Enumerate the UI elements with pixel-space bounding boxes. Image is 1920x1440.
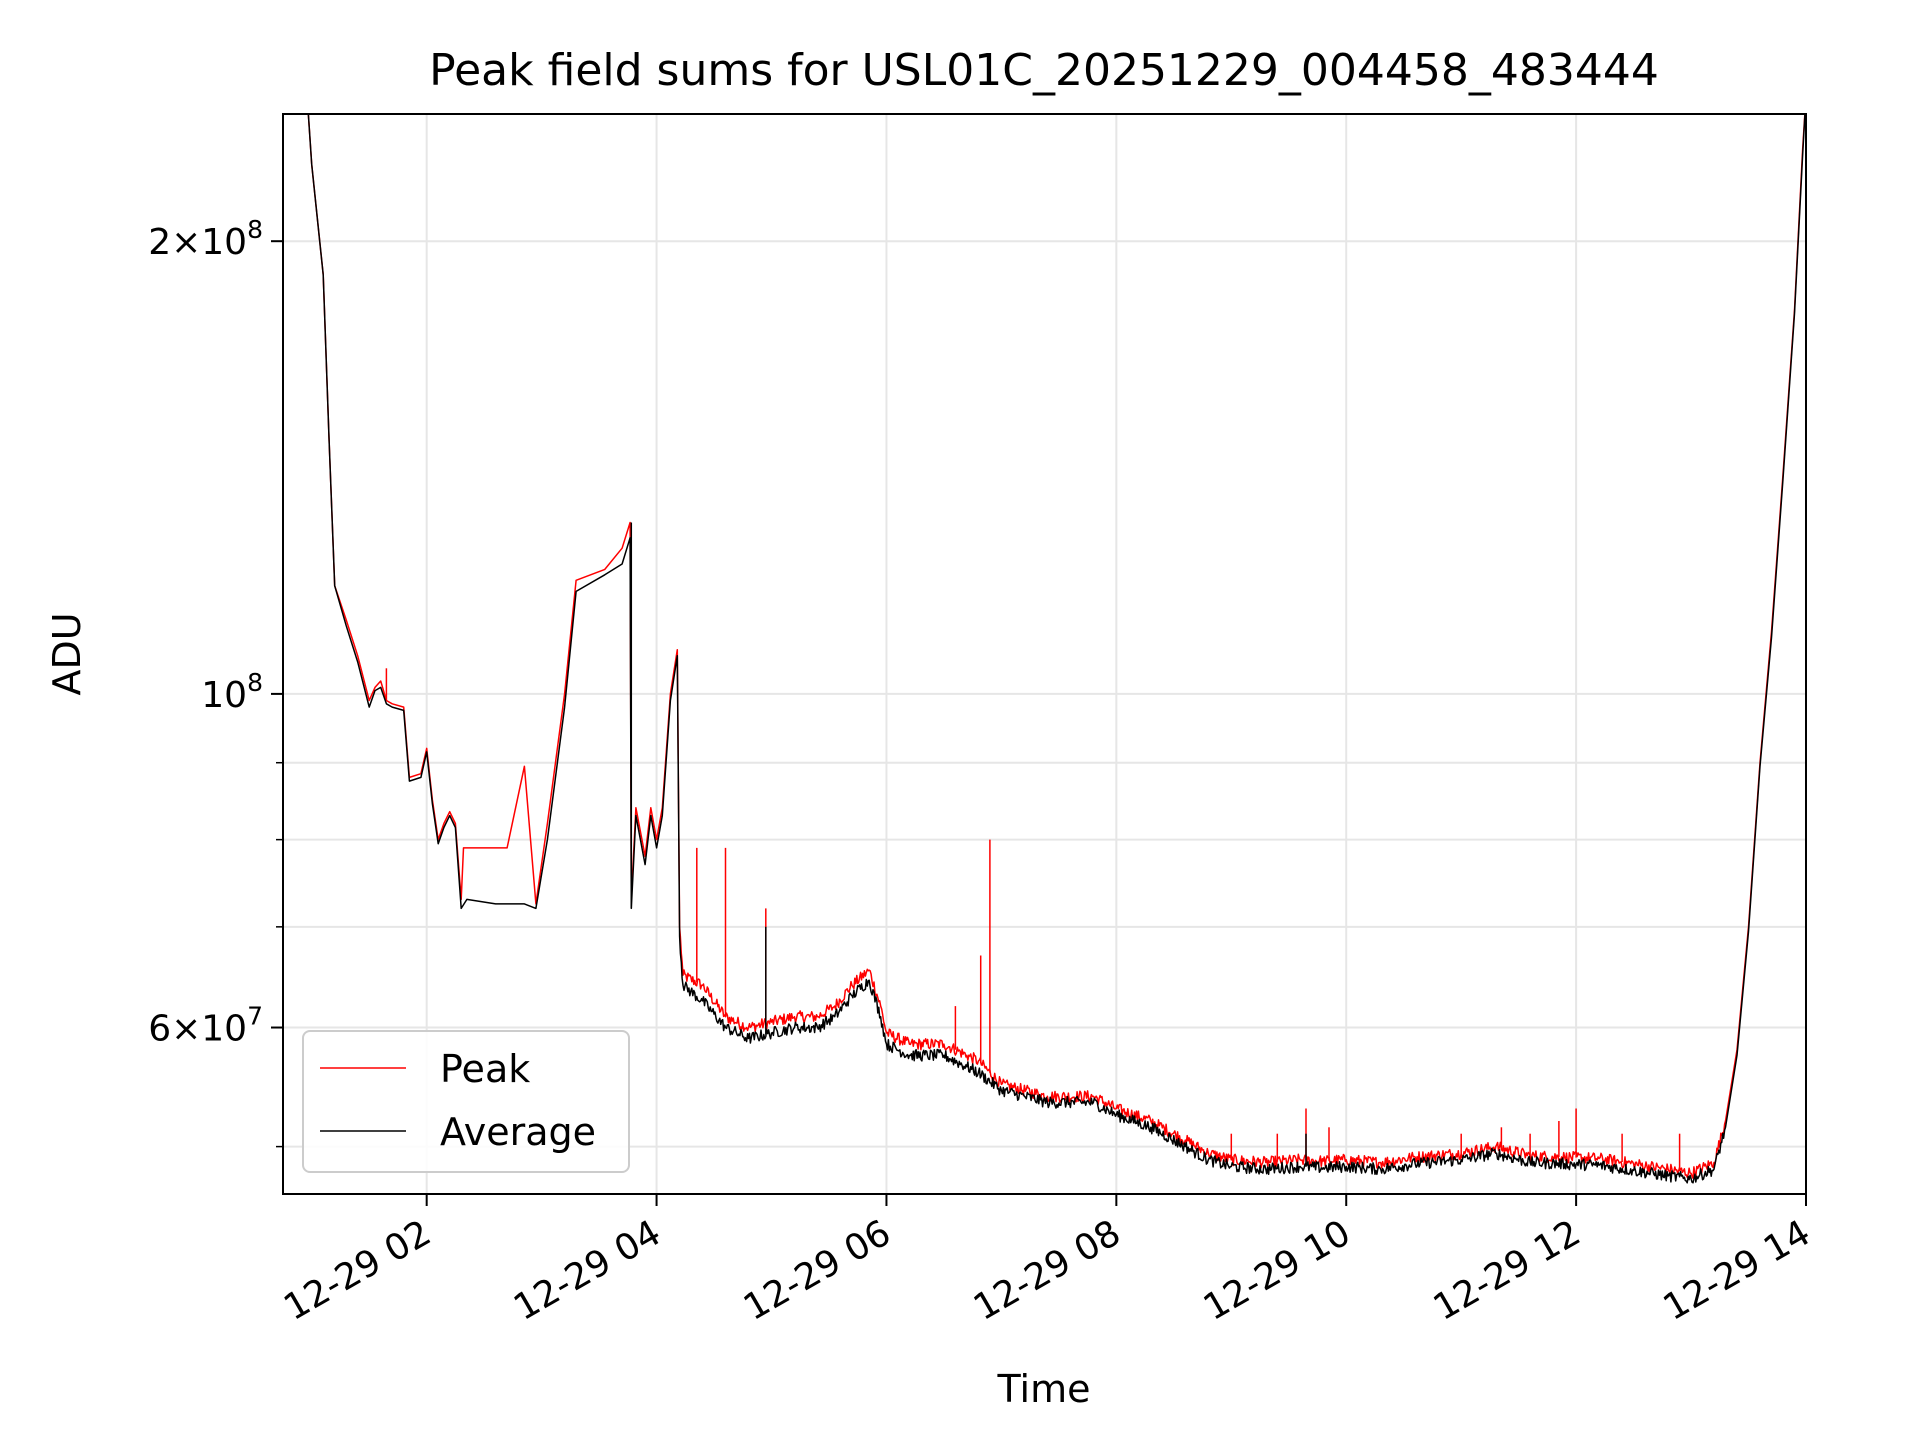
legend-box	[302, 1030, 630, 1173]
chart-title: Peak field sums for USL01C_20251229_0044…	[429, 45, 1659, 96]
y-tick-exponent: 8	[247, 215, 263, 244]
plot-area	[307, 114, 1806, 1184]
y-axis-label: ADU	[45, 612, 89, 695]
x-axis-label: Time	[997, 1367, 1091, 1411]
y-tick-base: 10	[201, 675, 247, 716]
y-tick-exponent: 8	[247, 668, 263, 697]
axes-frame	[282, 113, 1807, 1195]
y-tick-label: 108	[201, 668, 263, 716]
y-tick-exponent: 7	[247, 1002, 263, 1031]
legend-label-peak: Peak	[440, 1047, 530, 1091]
y-tick-times: ×10	[171, 1009, 247, 1050]
y-tick-label: 6×107	[148, 1002, 263, 1050]
y-tick-label: 2×108	[148, 215, 263, 263]
series-line-peak	[307, 114, 1806, 1179]
y-tick-mantissa: 6	[148, 1009, 171, 1050]
legend: Peak Average	[302, 1030, 630, 1173]
y-tick-mantissa: 2	[148, 222, 171, 263]
y-tick-times: ×10	[171, 222, 247, 263]
series-average	[307, 114, 1806, 1184]
legend-label-average: Average	[440, 1110, 596, 1154]
series-line-average	[307, 114, 1806, 1184]
